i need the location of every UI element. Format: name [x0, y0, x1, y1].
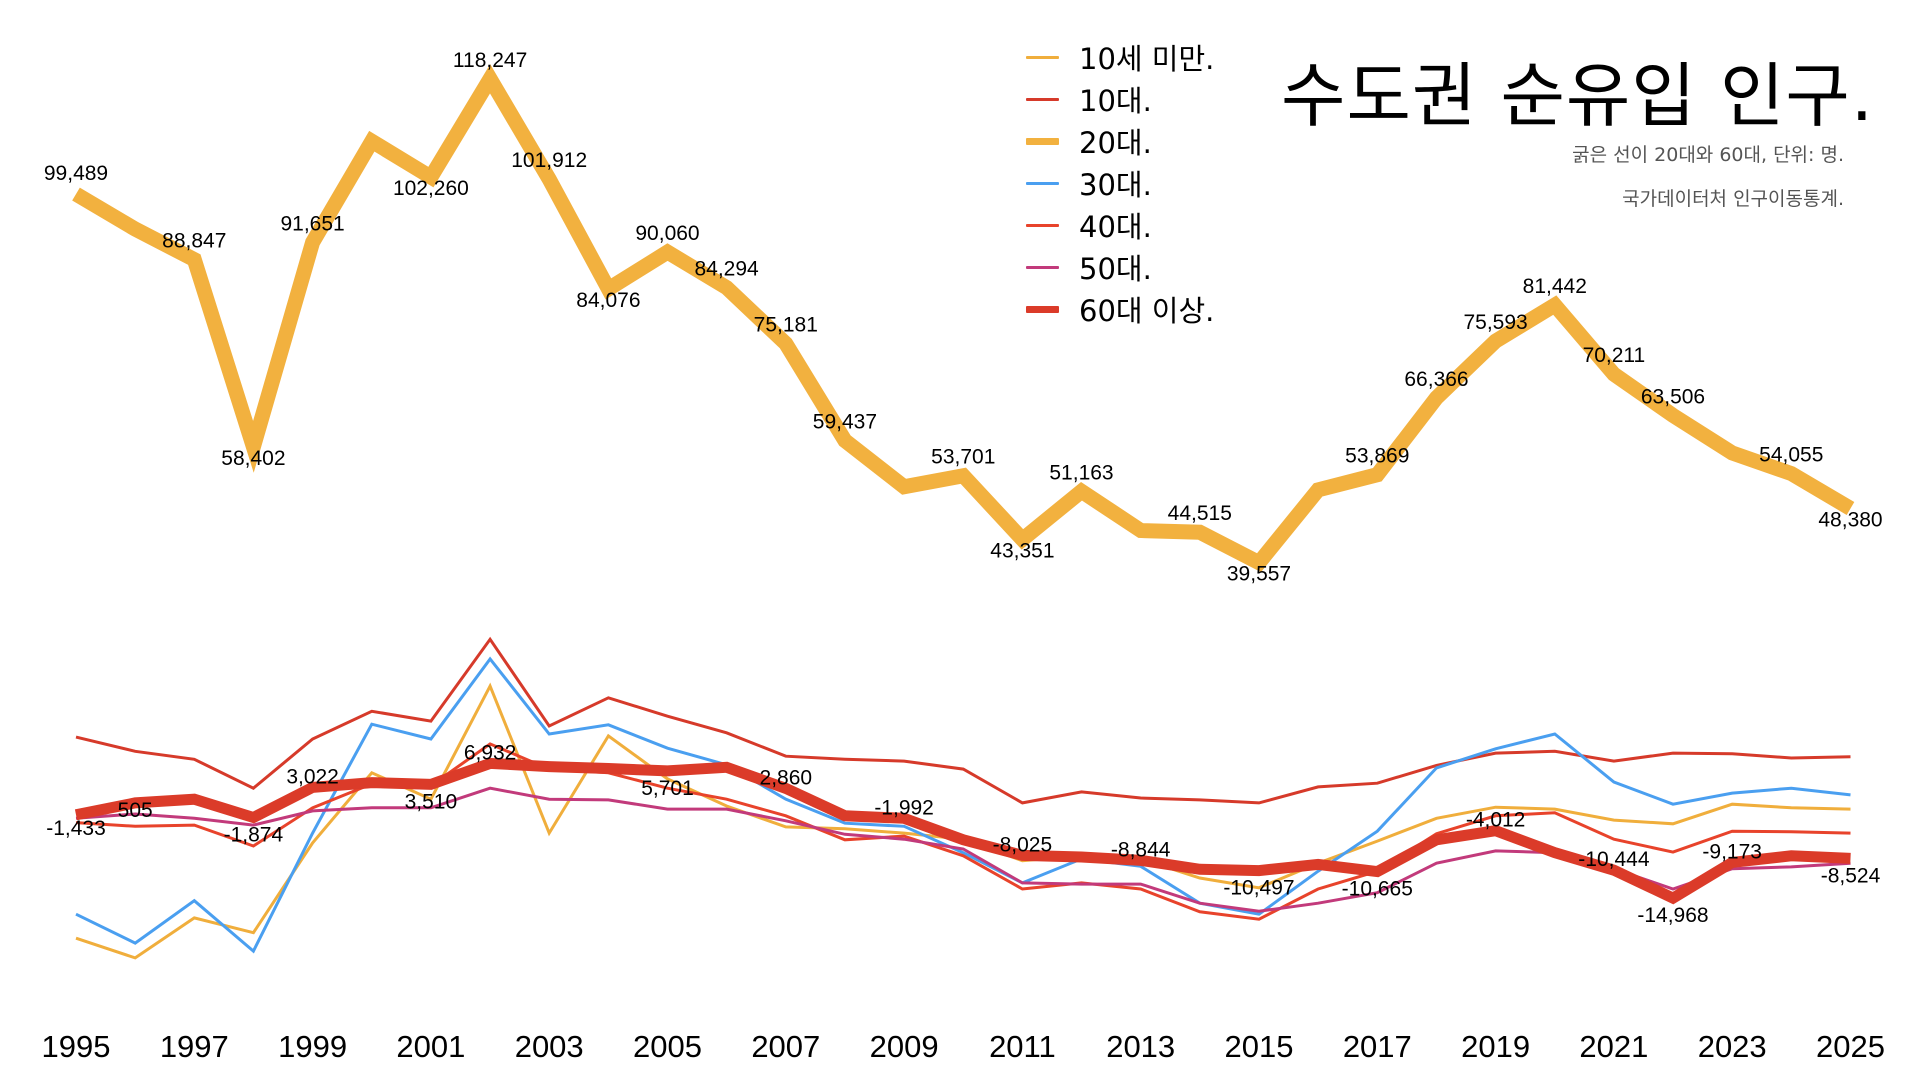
- data-label: 63,506: [1641, 385, 1705, 408]
- data-label: 54,055: [1759, 444, 1823, 467]
- x-tick-label: 2001: [396, 1029, 465, 1064]
- legend-swatch: [1026, 55, 1059, 59]
- x-tick-label: 1995: [42, 1029, 111, 1064]
- data-label: 70,211: [1583, 344, 1646, 367]
- x-tick-label: 2011: [989, 1029, 1056, 1064]
- data-label: 51,163: [1049, 461, 1113, 484]
- data-label: -8,844: [1111, 838, 1171, 861]
- legend-item: 30대.: [1026, 162, 1214, 204]
- data-label: 81,442: [1523, 275, 1587, 298]
- data-labels: 99,489 88,847 58,402 91,651 102,260 118,247 10…: [44, 49, 1883, 927]
- x-tick-label: 2015: [1225, 1029, 1294, 1064]
- legend-item: 50대.: [1026, 246, 1214, 288]
- legend-item: 40대.: [1026, 204, 1214, 246]
- data-label: -8,025: [993, 833, 1053, 856]
- series-line-0: [75, 682, 1851, 960]
- legend-swatch: [1026, 305, 1059, 313]
- data-label: 53,701: [931, 446, 995, 469]
- data-label: -9,173: [1702, 840, 1762, 863]
- data-label: 2,860: [760, 766, 813, 789]
- data-label: -1,433: [46, 817, 106, 840]
- legend-label: 40대.: [1079, 210, 1152, 244]
- data-label: 39,557: [1227, 563, 1291, 586]
- data-label: -14,968: [1637, 904, 1708, 927]
- x-tick-label: 2009: [870, 1029, 939, 1064]
- x-tick-label: 2025: [1816, 1029, 1885, 1064]
- legend-swatch: [1026, 97, 1059, 101]
- data-label: 44,515: [1168, 502, 1232, 525]
- data-label: 6,932: [464, 741, 517, 764]
- legend: 10세 미만. 10대. 20대. 30대. 40대. 50대. 60대 이상.: [1026, 36, 1214, 330]
- data-label: 102,260: [393, 177, 469, 200]
- x-tick-label: 2023: [1698, 1029, 1767, 1064]
- data-label: 59,437: [813, 411, 877, 434]
- data-label: 58,402: [221, 447, 285, 470]
- legend-item: 60대 이상.: [1026, 288, 1214, 330]
- x-tick-label: 1999: [278, 1029, 347, 1064]
- x-tick-label: 1997: [160, 1029, 229, 1064]
- data-label: -8,524: [1821, 864, 1881, 887]
- legend-label: 20대.: [1079, 126, 1152, 160]
- legend-swatch: [1026, 265, 1059, 269]
- x-tick-label: 2003: [515, 1029, 584, 1064]
- data-label: -10,444: [1578, 848, 1650, 871]
- data-label: 90,060: [635, 222, 699, 245]
- data-label: -10,497: [1223, 877, 1294, 900]
- legend-label: 60대 이상.: [1079, 294, 1215, 328]
- data-label: -4,012: [1466, 809, 1526, 832]
- data-label: -1,992: [874, 796, 934, 819]
- data-label: 101,912: [511, 149, 587, 172]
- data-label: 118,247: [453, 49, 527, 72]
- x-tick-label: 2021: [1579, 1029, 1648, 1064]
- x-tick-label: 2013: [1106, 1029, 1175, 1064]
- x-tick-label: 2019: [1461, 1029, 1530, 1064]
- data-label: 75,593: [1463, 311, 1527, 334]
- data-label: 88,847: [162, 230, 226, 253]
- data-label: 43,351: [990, 539, 1054, 562]
- data-label: 53,869: [1345, 445, 1409, 468]
- x-axis-ticks: 1995 1997 1999 2001 2003 2005 2007 2009 2011 2013…: [42, 1029, 1885, 1064]
- data-label: 75,181: [754, 314, 818, 337]
- series-lines: [72, 64, 1855, 960]
- legend-swatch: [1026, 181, 1059, 185]
- series-line-2: [72, 64, 1855, 573]
- data-label: 84,294: [694, 258, 759, 281]
- legend-label: 10세 미만.: [1079, 42, 1215, 76]
- legend-label: 30대.: [1079, 168, 1152, 202]
- series-line-3: [75, 656, 1851, 954]
- x-tick-label: 2005: [633, 1029, 702, 1064]
- data-label: 48,380: [1818, 509, 1882, 532]
- legend-item: 10세 미만.: [1026, 36, 1214, 78]
- legend-label: 50대.: [1079, 252, 1152, 286]
- legend-swatch: [1026, 137, 1059, 145]
- legend-swatch: [1026, 223, 1059, 227]
- data-label: -10,665: [1342, 878, 1413, 901]
- data-label: 3,510: [405, 790, 458, 813]
- data-label: -1,874: [224, 824, 284, 847]
- data-label: 505: [118, 799, 153, 822]
- legend-item: 20대.: [1026, 120, 1214, 162]
- series-line-1: [75, 636, 1851, 805]
- data-label: 91,651: [280, 212, 344, 235]
- legend-item: 10대.: [1026, 78, 1214, 120]
- data-label: 84,076: [576, 289, 640, 312]
- chart-source: 국가데이터처 인구이동통계.: [1622, 188, 1844, 210]
- x-tick-label: 2017: [1343, 1029, 1412, 1064]
- legend-label: 10대.: [1079, 84, 1152, 118]
- chart-subtitle-note: 굵은 선이 20대와 60대, 단위: 명.: [1572, 144, 1844, 166]
- chart-title: 수도권 순유입 인구.: [1281, 55, 1874, 137]
- data-label: 5,701: [641, 777, 694, 800]
- series-line-6: [74, 757, 1851, 905]
- data-label: 3,022: [286, 765, 339, 788]
- x-tick-label: 2007: [751, 1029, 820, 1064]
- data-label: 66,366: [1404, 368, 1468, 391]
- data-label: 99,489: [44, 162, 108, 185]
